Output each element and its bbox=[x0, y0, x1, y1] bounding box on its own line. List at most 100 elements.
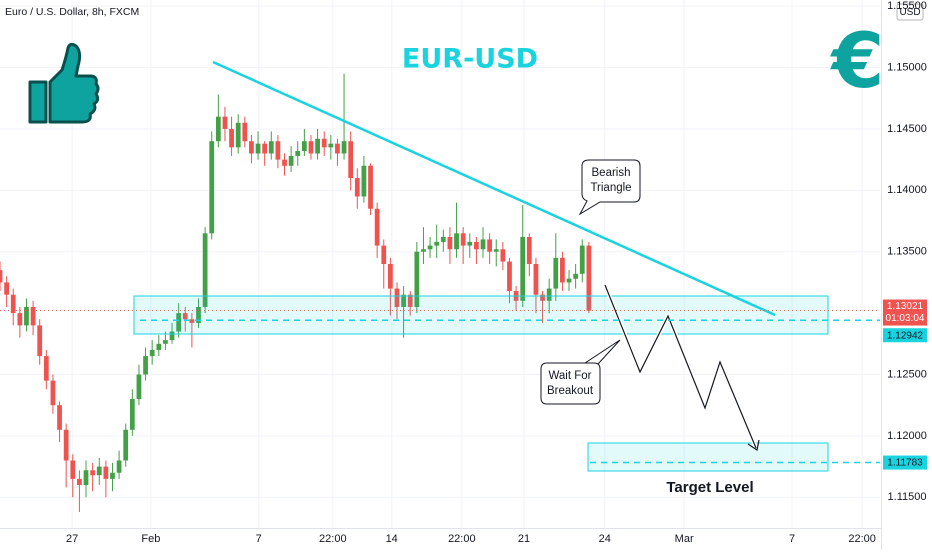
y-tick-label: 1.12000 bbox=[887, 430, 927, 442]
candle-body bbox=[421, 249, 426, 252]
candle-body bbox=[381, 245, 387, 264]
candle-body bbox=[30, 306, 36, 326]
candle-body bbox=[103, 466, 109, 479]
level-price-label: 1.12942 bbox=[887, 330, 924, 341]
candle-body bbox=[454, 233, 459, 250]
chart-title: EUR-USD bbox=[402, 44, 538, 75]
candle-body bbox=[487, 239, 493, 252]
x-tick-label: 22:00 bbox=[848, 533, 876, 545]
candle-body bbox=[110, 472, 115, 479]
x-tick-label: 22:00 bbox=[319, 533, 347, 545]
candle-body bbox=[123, 429, 129, 461]
candle-body bbox=[407, 294, 413, 307]
candles bbox=[0, 73, 592, 513]
candle-body bbox=[467, 241, 473, 246]
candle-body bbox=[295, 151, 301, 156]
candle-body bbox=[560, 257, 565, 283]
level-price-label: 1.11783 bbox=[887, 458, 923, 469]
candle-body bbox=[202, 233, 208, 307]
y-tick-label: 1.13500 bbox=[887, 246, 927, 258]
candle-body bbox=[282, 159, 287, 166]
projection-arrowhead bbox=[747, 439, 760, 451]
candle-body bbox=[116, 460, 122, 473]
candle-body bbox=[136, 374, 142, 400]
candle-body bbox=[83, 470, 89, 486]
candle-body bbox=[235, 122, 241, 148]
candle-body bbox=[520, 236, 526, 301]
breakout-note-line: Breakout bbox=[547, 385, 594, 397]
candle-body bbox=[189, 319, 195, 323]
candle-body bbox=[17, 313, 23, 326]
candle-body bbox=[149, 349, 155, 357]
candle-body bbox=[4, 282, 9, 295]
candle-body bbox=[434, 241, 440, 246]
candle-body bbox=[37, 325, 43, 357]
candle-body bbox=[374, 208, 380, 246]
countdown-label: 01:03:04 bbox=[886, 313, 925, 324]
candle-body bbox=[387, 264, 393, 289]
y-tick-label: 1.14000 bbox=[887, 184, 927, 196]
trendline bbox=[212, 60, 776, 317]
breakout-note-line: Wait For bbox=[548, 370, 591, 382]
candle-body bbox=[447, 236, 453, 250]
level-price-box bbox=[883, 328, 927, 343]
last-price-label: 1.13021 bbox=[887, 301, 924, 312]
candle-body bbox=[493, 249, 499, 252]
candle-body bbox=[43, 356, 49, 381]
candle-body bbox=[553, 257, 559, 289]
y-tick-label: 1.12500 bbox=[887, 368, 927, 380]
candle-body bbox=[321, 138, 327, 148]
euro-icon: € bbox=[830, 16, 885, 105]
projection-path bbox=[604, 284, 757, 449]
candle-body bbox=[401, 294, 406, 307]
candle-body bbox=[176, 313, 182, 332]
candle-body bbox=[526, 236, 532, 264]
candle-body bbox=[57, 405, 62, 430]
x-tick-label: 22:00 bbox=[448, 533, 476, 545]
candle-body bbox=[262, 143, 268, 154]
target-zone bbox=[587, 442, 829, 472]
candle-body bbox=[301, 141, 307, 152]
candle-body bbox=[229, 128, 234, 148]
y-tick-label: 1.14500 bbox=[887, 123, 927, 135]
candle-body bbox=[579, 245, 585, 274]
candle-body bbox=[394, 288, 400, 307]
currency-box[interactable] bbox=[896, 3, 924, 21]
candle-body bbox=[460, 233, 466, 246]
candle-body bbox=[143, 356, 148, 375]
candle-body bbox=[361, 165, 367, 197]
symbol-header: Euro / U.S. Dollar, 8h, FXCM bbox=[5, 6, 139, 18]
candle-body bbox=[480, 239, 486, 250]
candle-body bbox=[540, 294, 545, 301]
candle-body bbox=[24, 306, 29, 326]
triangle-note-line: Triangle bbox=[590, 182, 631, 194]
candle-body bbox=[70, 460, 76, 479]
candle-body bbox=[215, 116, 221, 142]
candle-body bbox=[533, 264, 539, 295]
candle-body bbox=[63, 429, 69, 461]
candle-body bbox=[335, 143, 340, 154]
candle-body bbox=[77, 478, 82, 486]
candle-body bbox=[328, 143, 334, 148]
candle-body bbox=[249, 141, 254, 154]
candle-body bbox=[586, 245, 592, 311]
candle-body bbox=[354, 178, 360, 197]
candle-body bbox=[196, 306, 201, 323]
candle-body bbox=[242, 122, 248, 142]
candle-body bbox=[440, 236, 446, 242]
thumbs-up-icon bbox=[28, 42, 100, 124]
candle-body bbox=[546, 288, 552, 301]
x-tick-label: 21 bbox=[518, 533, 530, 545]
candle-body bbox=[507, 261, 512, 292]
candle-body bbox=[427, 245, 433, 250]
candle-body bbox=[163, 340, 168, 344]
candle-body bbox=[0, 270, 3, 283]
candle-body bbox=[255, 143, 261, 154]
currency-label: USD bbox=[899, 7, 920, 18]
candle-body bbox=[573, 273, 579, 279]
candle-body bbox=[368, 165, 373, 209]
y-tick-label: 1.11500 bbox=[888, 491, 927, 503]
candle-body bbox=[566, 278, 572, 283]
